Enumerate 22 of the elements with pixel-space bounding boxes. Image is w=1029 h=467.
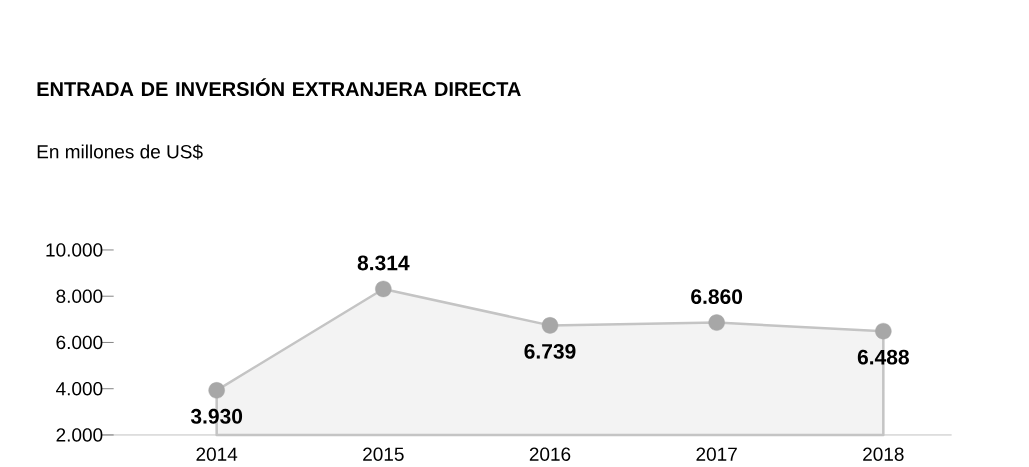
data-label: 3.930 <box>190 408 243 424</box>
chart-title: ENTRADA DE INVERSIÓN EXTRANJERA DIRECTA <box>37 78 521 96</box>
x-tick-label: 2015 <box>363 447 404 461</box>
data-label: 6.739 <box>524 343 576 359</box>
x-tick-label: 2017 <box>696 447 737 461</box>
data-label: 6.860 <box>691 289 743 304</box>
data-label: 8.314 <box>357 255 410 271</box>
point <box>375 280 392 298</box>
x-tick-label: 2018 <box>863 447 904 461</box>
point <box>541 317 559 334</box>
point <box>875 322 892 340</box>
y-tick-label: 10.000 <box>46 243 103 257</box>
y-tick-label: 8.000 <box>56 289 103 303</box>
point <box>708 314 725 331</box>
chart-subtitle: En millones de US$ <box>37 144 203 160</box>
y-tick-label: 6.000 <box>56 335 103 350</box>
y-tick-label: 4.000 <box>56 381 103 396</box>
y-tick-label: 2.000 <box>56 428 103 442</box>
x-tick-label: 2016 <box>529 447 571 461</box>
point <box>208 381 225 399</box>
data-label: 6.488 <box>857 349 909 365</box>
x-tick-label: 2014 <box>196 447 238 461</box>
